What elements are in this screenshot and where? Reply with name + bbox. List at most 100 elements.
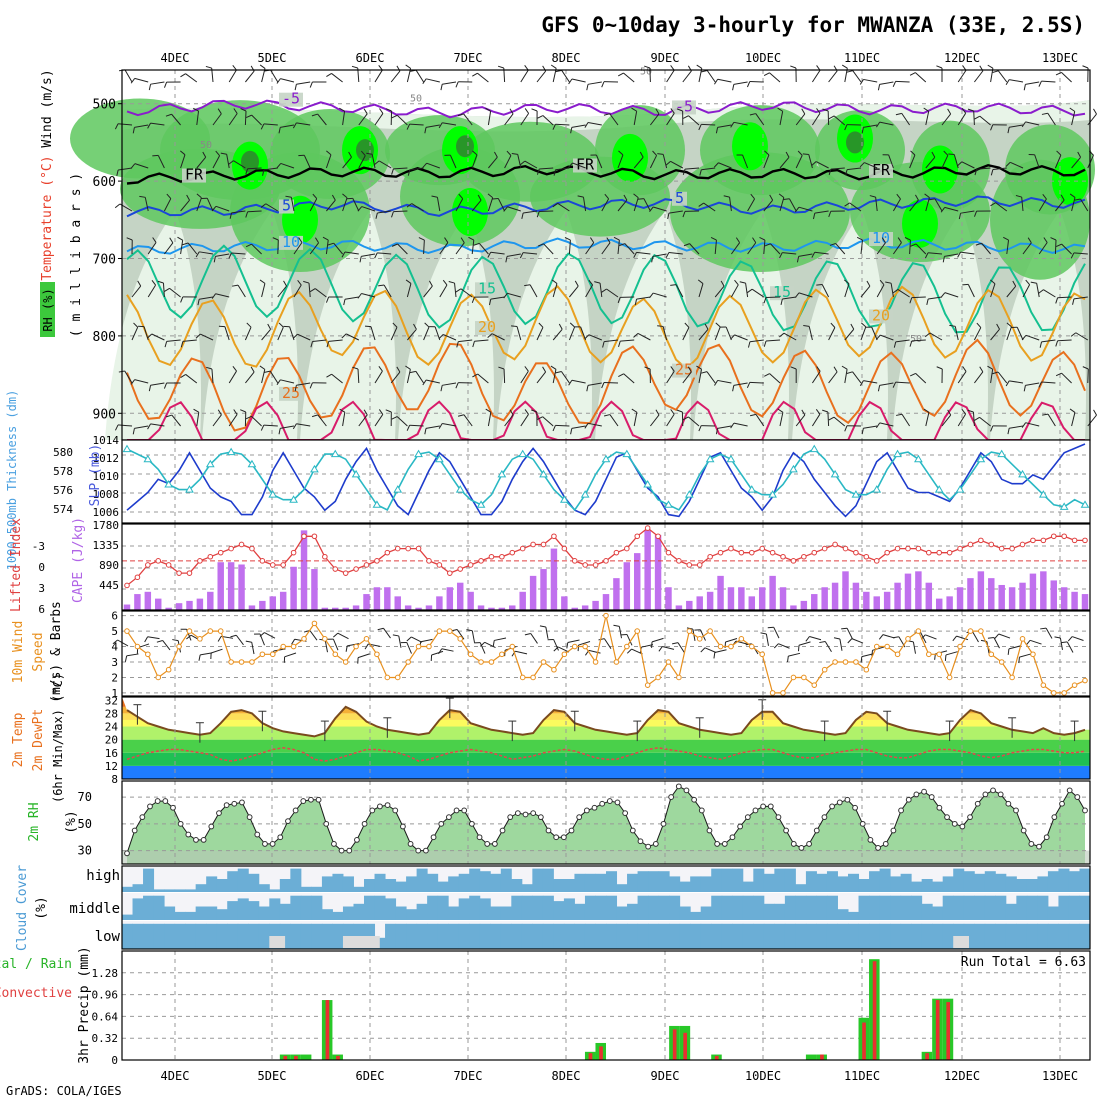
cloud-cell	[279, 879, 291, 892]
cloud-cell	[269, 898, 281, 920]
wind-speed-point	[290, 643, 297, 650]
li-point	[145, 562, 151, 568]
wind-barb	[623, 373, 635, 384]
wind-barb-flag	[391, 416, 398, 420]
wind-barb-flag	[392, 322, 398, 328]
cape-bar	[696, 596, 703, 610]
li-point	[748, 549, 755, 556]
li-point	[967, 541, 974, 548]
wind-barb	[245, 70, 255, 83]
wind-barb	[895, 339, 910, 343]
cloud-cell	[353, 886, 365, 892]
wind-barb-flag	[990, 169, 994, 176]
panel-bg	[122, 611, 1090, 696]
wind-barb	[228, 370, 237, 384]
cloud-cell	[248, 923, 260, 949]
wind-barb-flag	[803, 325, 810, 327]
wind-barb	[233, 160, 246, 169]
wind-speed-point	[988, 651, 995, 658]
date-label: 13DEC	[1042, 1069, 1078, 1083]
wind-barb	[846, 628, 853, 640]
panel-frame	[121, 865, 1091, 950]
tick-label: 50	[78, 817, 92, 831]
wind-barb-flag	[833, 366, 838, 373]
cloud-cell	[911, 881, 923, 892]
cape-bar	[623, 562, 631, 610]
cloud-cell	[248, 901, 260, 920]
cloud-cell	[153, 895, 165, 920]
wind-barb-flag	[357, 206, 363, 212]
li-point	[332, 566, 339, 572]
wind-barb	[458, 339, 473, 343]
wind-speed-point	[1071, 682, 1078, 688]
wind-barb-flag	[487, 193, 493, 199]
wind-barb-flag	[260, 424, 265, 431]
wind-barb	[956, 635, 969, 641]
cape-bar	[332, 607, 339, 610]
rh-point	[760, 803, 767, 810]
li-point	[561, 545, 568, 552]
wind-barb-flag	[749, 113, 756, 116]
cape-bar	[175, 603, 183, 610]
tick-label: 1780	[93, 519, 120, 532]
rh-point	[139, 814, 146, 821]
wind-barb-flag	[730, 334, 735, 340]
wind-speed-point	[686, 628, 693, 634]
wind-barb-flag	[1055, 340, 1059, 347]
wind-barb	[773, 627, 780, 639]
cape-bar	[998, 584, 1005, 610]
thickness-point	[726, 454, 736, 463]
wind-barb-flag	[990, 202, 996, 207]
wind-barb-flag	[211, 205, 217, 212]
rh-point	[714, 841, 721, 847]
cloud-cell	[164, 906, 176, 920]
wind-barb	[844, 283, 850, 298]
wind-barb-flag	[283, 280, 287, 287]
cloud-cell	[437, 895, 449, 920]
rh-point	[576, 814, 583, 821]
wind-barb-flag	[763, 340, 767, 347]
wind-barb-flag	[811, 161, 817, 166]
date-label: 10DEC	[745, 51, 781, 65]
wind-barb	[411, 636, 423, 643]
li-point	[1050, 533, 1057, 540]
wind-barb	[698, 283, 704, 298]
cloud-cell	[606, 895, 618, 920]
wind-barb	[633, 156, 644, 169]
wind-speed-point	[634, 628, 641, 634]
cloud-cell	[258, 884, 270, 892]
li-point	[405, 545, 411, 552]
cloud-cell	[258, 923, 270, 949]
wind-barb-flag	[777, 107, 783, 112]
rh-contour-saturated	[902, 199, 938, 248]
wind-barb	[925, 156, 936, 169]
wind-barb-flag	[233, 108, 238, 114]
wind-barb-flag	[602, 341, 605, 348]
cloud-cell	[1047, 871, 1059, 892]
rh-point	[361, 820, 368, 827]
wind-barb	[1025, 422, 1040, 427]
wind-barb-flag	[618, 373, 624, 378]
wind-barb-flag	[682, 416, 689, 421]
wind-barb-flag	[374, 252, 378, 259]
cloud-cell	[974, 873, 986, 892]
wind-barb-flag	[785, 151, 790, 158]
wind-barb-flag	[285, 195, 292, 198]
wind-barb	[609, 113, 619, 126]
wind-barb-flag	[424, 322, 430, 328]
wind-barb	[879, 81, 894, 85]
wind-barb-flag	[396, 366, 401, 373]
wind-speed-point	[405, 659, 411, 665]
cloud-cell	[711, 868, 723, 892]
cloud-cell	[174, 911, 186, 920]
wind-speed-point	[717, 643, 724, 650]
wind-barb-flag	[633, 193, 639, 198]
wind-barb-flag	[710, 236, 717, 241]
wind-barb	[553, 639, 559, 651]
wind-barb-flag	[701, 70, 708, 73]
wind-barb-flag	[1056, 150, 1062, 156]
wind-barb-flag	[797, 645, 800, 652]
wind-barb	[265, 203, 279, 212]
